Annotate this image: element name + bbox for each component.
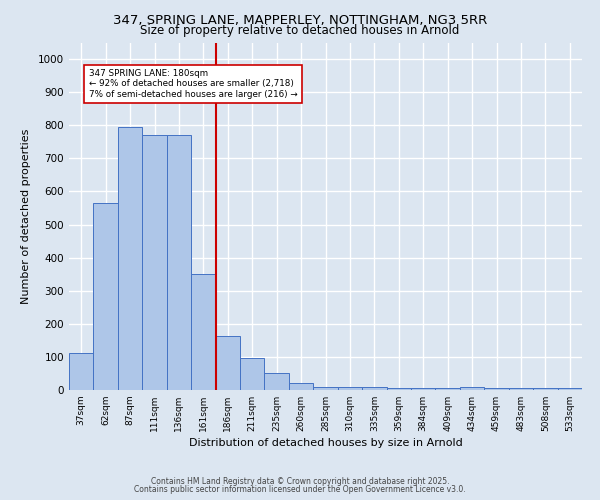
Bar [411, 388, 436, 390]
Bar [167, 135, 191, 390]
Bar [191, 274, 215, 390]
Bar [289, 384, 313, 390]
Bar [509, 388, 533, 390]
Bar [484, 388, 509, 390]
Text: Contains public sector information licensed under the Open Government Licence v3: Contains public sector information licen… [134, 485, 466, 494]
Bar [386, 388, 411, 390]
Bar [69, 352, 94, 390]
Bar [436, 388, 460, 390]
Bar [362, 386, 386, 390]
Bar [94, 203, 118, 390]
X-axis label: Distribution of detached houses by size in Arnold: Distribution of detached houses by size … [188, 438, 463, 448]
Text: Contains HM Land Registry data © Crown copyright and database right 2025.: Contains HM Land Registry data © Crown c… [151, 477, 449, 486]
Bar [557, 388, 582, 390]
Bar [142, 135, 167, 390]
Y-axis label: Number of detached properties: Number of detached properties [21, 128, 31, 304]
Bar [533, 388, 557, 390]
Bar [215, 336, 240, 390]
Text: Size of property relative to detached houses in Arnold: Size of property relative to detached ho… [140, 24, 460, 37]
Text: 347, SPRING LANE, MAPPERLEY, NOTTINGHAM, NG3 5RR: 347, SPRING LANE, MAPPERLEY, NOTTINGHAM,… [113, 14, 487, 27]
Bar [240, 358, 265, 390]
Bar [118, 127, 142, 390]
Bar [313, 386, 338, 390]
Bar [338, 386, 362, 390]
Bar [460, 386, 484, 390]
Bar [265, 373, 289, 390]
Text: 347 SPRING LANE: 180sqm
← 92% of detached houses are smaller (2,718)
7% of semi-: 347 SPRING LANE: 180sqm ← 92% of detache… [89, 69, 297, 99]
